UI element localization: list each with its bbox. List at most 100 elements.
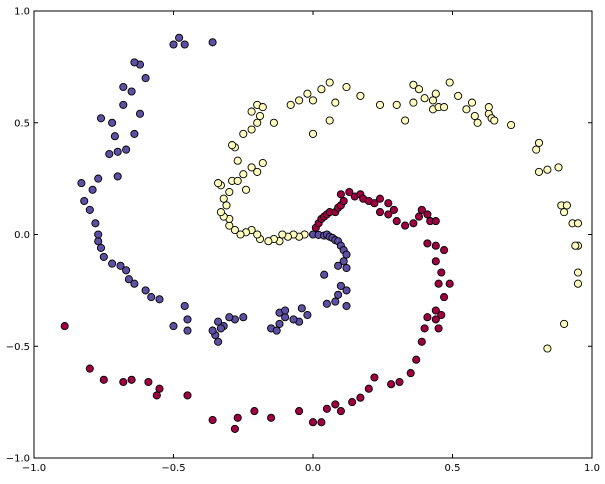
data-point-series-1 bbox=[571, 241, 580, 250]
data-point-series-2 bbox=[417, 337, 426, 346]
data-point-series-2 bbox=[183, 391, 192, 400]
data-point-series-1 bbox=[342, 82, 351, 92]
data-point-series-2 bbox=[119, 377, 128, 387]
data-point-series-1 bbox=[470, 111, 479, 121]
data-point-series-2 bbox=[339, 196, 348, 206]
data-point-series-1 bbox=[258, 103, 267, 112]
data-point-series-1 bbox=[216, 208, 225, 217]
data-point-series-1 bbox=[303, 89, 312, 98]
x-tick-label: −1.0 bbox=[22, 463, 46, 474]
data-point-series-1 bbox=[532, 145, 541, 154]
data-point-series-2 bbox=[356, 393, 365, 402]
data-point-series-0 bbox=[119, 100, 128, 109]
data-point-series-0 bbox=[175, 33, 184, 42]
x-tick-label: −0.5 bbox=[161, 463, 185, 474]
data-point-series-1 bbox=[573, 219, 583, 228]
data-point-series-0 bbox=[116, 261, 125, 270]
data-point-series-2 bbox=[387, 380, 396, 389]
data-point-series-0 bbox=[141, 286, 150, 295]
data-point-series-2 bbox=[144, 377, 153, 387]
data-point-series-2 bbox=[409, 219, 418, 228]
data-point-series-2 bbox=[208, 415, 217, 425]
data-point-series-2 bbox=[431, 306, 440, 315]
data-point-series-0 bbox=[113, 147, 122, 156]
data-point-series-0 bbox=[130, 279, 139, 288]
data-point-series-1 bbox=[258, 158, 267, 168]
data-point-series-2 bbox=[437, 310, 446, 320]
data-point-series-0 bbox=[216, 324, 225, 333]
data-point-series-2 bbox=[345, 187, 354, 197]
data-point-series-1 bbox=[454, 91, 463, 100]
data-point-series-2 bbox=[267, 413, 276, 422]
data-point-series-2 bbox=[431, 257, 440, 266]
data-point-series-0 bbox=[339, 257, 348, 266]
data-point-series-2 bbox=[99, 375, 108, 384]
data-point-series-1 bbox=[490, 116, 499, 125]
x-tick-label: 1.0 bbox=[584, 463, 600, 474]
data-point-series-1 bbox=[247, 163, 256, 172]
data-point-series-1 bbox=[356, 91, 365, 100]
x-tick-label: 0.0 bbox=[305, 463, 321, 474]
data-point-series-0 bbox=[147, 293, 156, 302]
data-point-series-0 bbox=[105, 149, 114, 159]
data-point-series-2 bbox=[392, 217, 401, 226]
data-point-series-0 bbox=[180, 301, 189, 311]
data-point-series-2 bbox=[152, 391, 161, 400]
data-point-series-1 bbox=[534, 138, 544, 147]
data-point-series-0 bbox=[342, 286, 351, 295]
data-point-series-1 bbox=[247, 107, 256, 116]
data-point-series-0 bbox=[108, 259, 117, 268]
data-point-series-2 bbox=[370, 373, 379, 382]
data-point-series-1 bbox=[560, 208, 569, 217]
data-point-series-2 bbox=[423, 313, 432, 322]
data-point-series-2 bbox=[250, 407, 259, 416]
data-point-series-2 bbox=[384, 210, 393, 219]
data-point-series-1 bbox=[440, 103, 449, 112]
data-point-series-1 bbox=[214, 179, 223, 188]
data-point-series-0 bbox=[208, 326, 217, 335]
data-point-series-2 bbox=[322, 404, 331, 413]
data-point-series-1 bbox=[331, 98, 340, 107]
data-point-series-2 bbox=[375, 208, 385, 217]
data-point-series-0 bbox=[122, 266, 131, 275]
data-point-series-2 bbox=[395, 377, 404, 387]
data-point-series-1 bbox=[445, 78, 454, 87]
data-point-series-0 bbox=[336, 281, 345, 290]
data-point-series-2 bbox=[308, 418, 318, 427]
data-point-series-1 bbox=[247, 125, 256, 134]
data-point-series-1 bbox=[467, 98, 477, 107]
data-point-series-2 bbox=[336, 407, 345, 416]
data-point-series-1 bbox=[560, 319, 569, 328]
data-point-series-2 bbox=[420, 324, 429, 333]
data-point-series-0 bbox=[94, 174, 103, 183]
data-point-series-2 bbox=[348, 398, 357, 407]
data-point-series-0 bbox=[342, 250, 351, 259]
data-point-series-1 bbox=[264, 237, 273, 246]
data-point-series-1 bbox=[255, 111, 265, 121]
data-point-series-1 bbox=[375, 100, 385, 109]
data-point-series-0 bbox=[127, 87, 136, 96]
data-point-series-0 bbox=[214, 337, 223, 346]
data-point-series-1 bbox=[230, 225, 239, 235]
data-point-series-0 bbox=[113, 172, 122, 181]
data-point-series-1 bbox=[325, 116, 334, 125]
data-point-series-0 bbox=[155, 295, 164, 304]
data-point-series-1 bbox=[222, 201, 231, 210]
data-point-series-0 bbox=[334, 261, 343, 270]
y-tick-label: 1.0 bbox=[14, 7, 30, 18]
data-point-series-1 bbox=[269, 118, 278, 127]
data-point-series-2 bbox=[85, 364, 94, 373]
points-layer bbox=[60, 33, 583, 433]
data-point-series-0 bbox=[214, 317, 223, 326]
data-point-series-2 bbox=[445, 279, 454, 288]
data-point-series-1 bbox=[573, 268, 583, 277]
data-point-series-0 bbox=[99, 252, 108, 261]
data-point-series-0 bbox=[88, 185, 97, 194]
data-point-series-0 bbox=[108, 118, 117, 127]
data-point-series-0 bbox=[208, 38, 217, 47]
data-point-series-0 bbox=[141, 74, 150, 83]
data-point-series-0 bbox=[110, 132, 119, 141]
data-point-series-1 bbox=[253, 167, 262, 176]
